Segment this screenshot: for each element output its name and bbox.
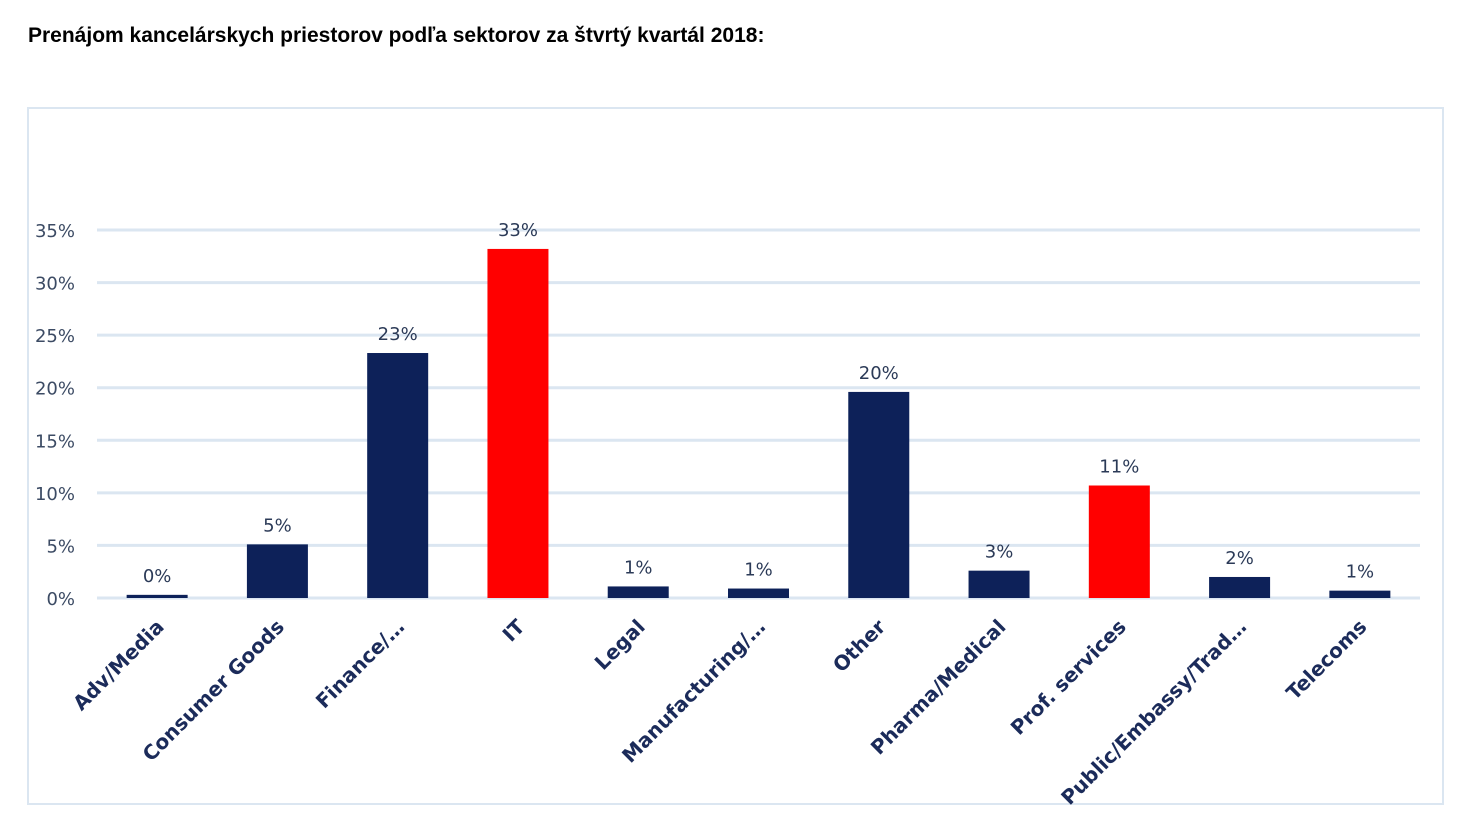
y-tick-label: 30% bbox=[35, 274, 75, 295]
bar-10 bbox=[1329, 590, 1391, 598]
x-tick-label: Pharma/Medical bbox=[866, 615, 1011, 760]
x-tick-label: Other bbox=[828, 614, 890, 676]
bar-9 bbox=[1209, 576, 1271, 598]
data-label: 23% bbox=[378, 324, 418, 345]
bar-7 bbox=[968, 570, 1030, 598]
data-label: 11% bbox=[1099, 456, 1139, 477]
x-tick-label: Finance/… bbox=[311, 615, 409, 713]
data-label: 1% bbox=[1346, 562, 1375, 583]
bar-1 bbox=[246, 544, 308, 598]
x-tick-label: Adv/Media bbox=[68, 615, 169, 716]
x-tick-label: Telecoms bbox=[1281, 615, 1371, 705]
y-tick-label: 25% bbox=[35, 326, 75, 347]
data-label: 1% bbox=[624, 557, 653, 578]
data-label: 0% bbox=[143, 566, 172, 587]
data-label: 2% bbox=[1225, 548, 1254, 569]
chart-frame bbox=[27, 107, 1444, 805]
x-tick-label: Legal bbox=[590, 615, 650, 675]
bar-2 bbox=[367, 353, 429, 598]
y-tick-label: 10% bbox=[35, 484, 75, 505]
bar-6 bbox=[848, 391, 910, 598]
bar-0 bbox=[126, 594, 188, 598]
data-label: 20% bbox=[859, 363, 899, 384]
page-title: Prenájom kancelárskych priestorov podľa … bbox=[28, 24, 765, 47]
y-tick-label: 20% bbox=[35, 379, 75, 400]
bar-5 bbox=[728, 588, 789, 598]
y-tick-label: 35% bbox=[35, 221, 75, 242]
x-tick-label: IT bbox=[498, 614, 530, 646]
y-tick-label: 5% bbox=[46, 536, 75, 557]
y-tick-label: 0% bbox=[46, 589, 75, 610]
data-label: 1% bbox=[744, 560, 773, 581]
data-label: 3% bbox=[985, 542, 1014, 563]
x-tick-label: Prof. services bbox=[1006, 615, 1131, 740]
bar-3 bbox=[487, 248, 549, 598]
data-label: 5% bbox=[263, 515, 292, 536]
bar-8 bbox=[1088, 485, 1150, 598]
data-label: 33% bbox=[498, 220, 538, 241]
bar-4 bbox=[607, 586, 669, 598]
y-tick-label: 15% bbox=[35, 431, 75, 452]
